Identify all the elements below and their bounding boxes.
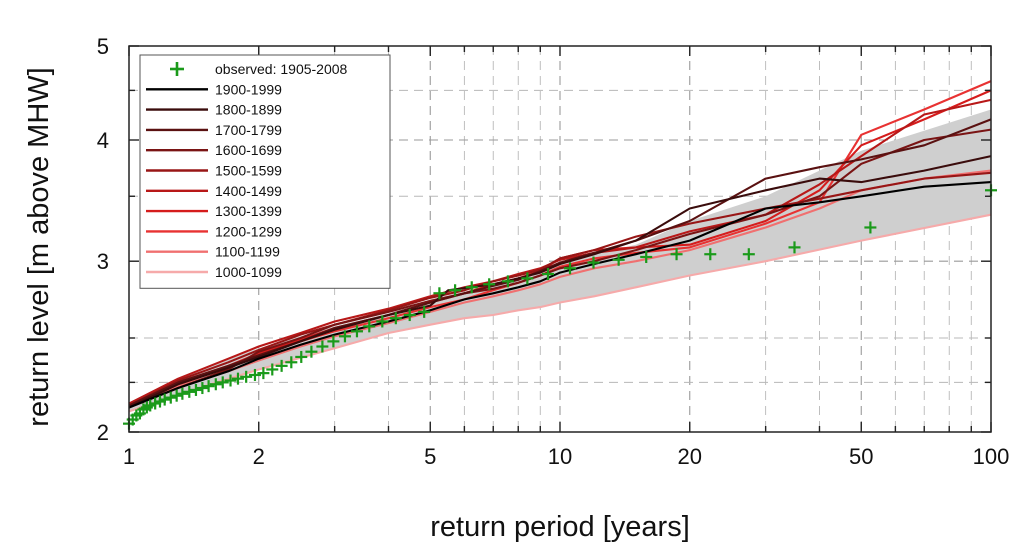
- observed-point: [248, 368, 261, 381]
- observed-point: [338, 330, 351, 343]
- observed-point: [216, 376, 229, 389]
- legend-label: 1800-1899: [215, 102, 282, 118]
- observed-point: [864, 221, 877, 234]
- series-line-1900-1999: [128, 181, 992, 409]
- observed-point: [587, 256, 600, 269]
- legend-label: 1100-1199: [215, 244, 280, 260]
- observed-point: [266, 363, 279, 376]
- x-tick-label: 2: [253, 444, 265, 469]
- observed-point: [196, 382, 209, 395]
- observed-point: [640, 251, 653, 264]
- legend-label: 1700-1799: [215, 122, 282, 138]
- x-axis-title: return period [years]: [430, 511, 690, 543]
- observed-point: [158, 393, 171, 406]
- y-tick-label: 5: [97, 34, 109, 59]
- observed-point: [183, 385, 196, 398]
- y-tick-label: 2: [97, 420, 109, 445]
- observed-point: [483, 278, 496, 291]
- legend-label: 1600-1699: [215, 142, 282, 158]
- series-line-1800-1899: [128, 155, 992, 409]
- observed-point: [209, 378, 222, 391]
- observed-point: [376, 315, 389, 328]
- legend-label: 1900-1999: [215, 81, 282, 97]
- observed-point: [389, 312, 402, 325]
- series-line-1400-1499: [128, 98, 992, 405]
- legend-label: 1300-1399: [215, 203, 282, 219]
- observed-point: [449, 284, 462, 297]
- observed-point: [202, 380, 215, 393]
- observed-point: [305, 345, 318, 358]
- observed-point: [788, 241, 801, 254]
- observed-point: [257, 367, 270, 380]
- x-tick-label: 10: [548, 444, 572, 469]
- observed-point: [176, 387, 189, 400]
- y-axis-title: return level [m above MHW]: [23, 67, 55, 426]
- observed-point: [670, 248, 683, 261]
- observed-point: [327, 335, 340, 348]
- series-line-1700-1799: [128, 118, 992, 407]
- observed-markers: [123, 184, 997, 430]
- series-line-1000-1099: [128, 213, 992, 413]
- observed-point: [465, 281, 478, 294]
- observed-point: [295, 350, 308, 363]
- series-lines: [128, 80, 992, 413]
- observed-point: [363, 320, 376, 333]
- y-tick-label: 3: [97, 249, 109, 274]
- legend-label: 1000-1099: [215, 264, 282, 280]
- observed-point: [433, 287, 446, 300]
- y-tick-label: 4: [97, 128, 109, 153]
- legend-label: 1400-1499: [215, 183, 282, 199]
- observed-point: [704, 248, 717, 261]
- observed-point: [170, 389, 183, 402]
- observed-point: [564, 262, 577, 275]
- legend: observed: 1905-2008 1900-1999 1800-1899 170…: [139, 54, 391, 289]
- observed-point: [350, 325, 363, 338]
- x-tick-label: 50: [849, 444, 873, 469]
- observed-point: [316, 340, 329, 353]
- observed-point: [224, 374, 237, 387]
- observed-point: [240, 370, 253, 383]
- observed-point: [285, 356, 298, 369]
- observed-point: [189, 383, 202, 396]
- x-tick-label: 1: [123, 444, 135, 469]
- observed-point: [164, 391, 177, 404]
- axis-ticks: [128, 45, 992, 433]
- observed-point: [542, 268, 555, 281]
- x-tick-label: 20: [678, 444, 702, 469]
- legend-label: observed: 1905-2008: [215, 61, 348, 77]
- legend-label: 1200-1299: [215, 223, 282, 239]
- observed-point: [742, 248, 755, 261]
- legend-label: 1500-1599: [215, 163, 282, 179]
- observed-point: [275, 359, 288, 372]
- series-line-1100-1199: [128, 169, 992, 409]
- x-tick-label: 5: [424, 444, 436, 469]
- x-tick-label: 100: [973, 444, 1010, 469]
- observed-point: [418, 305, 431, 318]
- series-line-1600-1699: [128, 128, 992, 409]
- observed-point: [403, 309, 416, 322]
- observed-point: [612, 253, 625, 266]
- observed-point: [231, 372, 244, 385]
- observed-point: [521, 272, 534, 285]
- observed-point: [501, 275, 514, 288]
